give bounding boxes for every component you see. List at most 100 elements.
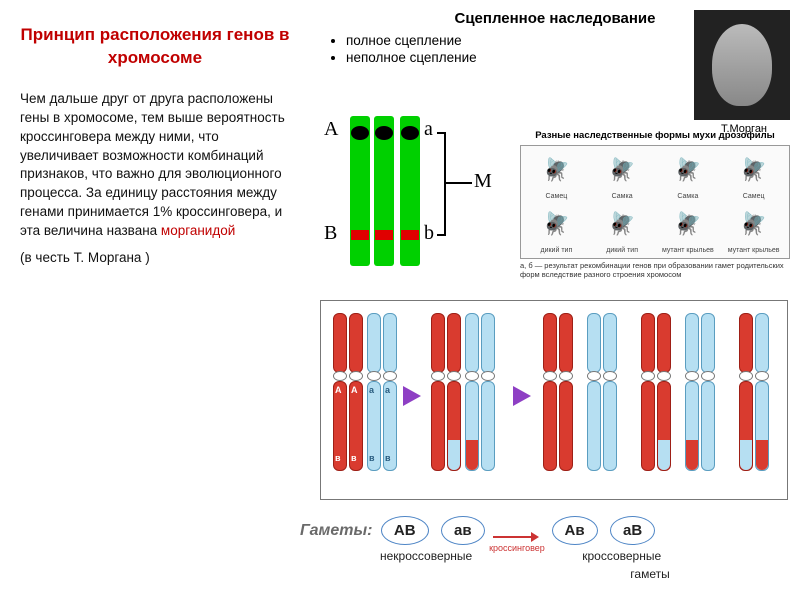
chromosome-pair xyxy=(427,313,497,483)
distance-label-M: M xyxy=(474,170,492,193)
locus-dash xyxy=(401,230,419,240)
gametes-label: Гаметы: xyxy=(300,522,372,539)
swapped-tip xyxy=(740,440,752,470)
locus-label-b: b xyxy=(424,222,434,245)
page-title: Принцип расположения генов в хромосоме xyxy=(20,24,290,70)
crossingover-panel: А А а а в в в в xyxy=(320,300,788,500)
locus-label-B: B xyxy=(324,222,337,245)
gamete-subtype: некроссоверные xyxy=(380,549,472,563)
allele-label: а xyxy=(369,385,374,395)
chromatid-arm xyxy=(447,313,461,373)
allele-label: а xyxy=(385,385,390,395)
chromatid-arm xyxy=(641,313,655,373)
fly-caption: Самец xyxy=(525,193,588,201)
locus-dot xyxy=(351,126,369,140)
fly-icon: 🪰 xyxy=(591,204,654,244)
drosophila-footnote: а, б — результат рекомбинации генов при … xyxy=(520,262,790,279)
allele-label: в xyxy=(385,453,391,463)
chromosome-pair xyxy=(637,313,673,483)
arrow-icon xyxy=(513,386,531,406)
fly-icon: 🪰 xyxy=(657,150,720,190)
term-morganid: морганидой xyxy=(161,223,235,238)
drosophila-title: Разные наследственные формы мухи дрозофи… xyxy=(520,130,790,141)
fly-caption: мутант крыльев xyxy=(722,247,785,255)
distance-bracket xyxy=(444,132,446,236)
chromatid-arm xyxy=(367,313,381,373)
locus-dash xyxy=(351,230,369,240)
swapped-tip xyxy=(466,440,478,470)
chromatid-arm xyxy=(465,313,479,373)
swapped-tip xyxy=(448,440,460,470)
fly-caption: Самец xyxy=(722,193,785,201)
chromatid-arm xyxy=(543,381,557,471)
chromatid-arm xyxy=(685,381,699,471)
allele-label: А xyxy=(335,385,342,395)
chromatid-arm xyxy=(603,313,617,373)
drosophila-panel: Разные наследственные формы мухи дрозофи… xyxy=(520,130,790,279)
chromatid-arm xyxy=(701,381,715,471)
crossover-arrow-label: кроссинговер xyxy=(489,543,545,553)
gamete-oval: аВ xyxy=(610,516,655,545)
chromosome-pair xyxy=(681,313,717,483)
fly-caption: мутант крыльев xyxy=(657,247,720,255)
chromatid-arm xyxy=(657,381,671,471)
centromere xyxy=(701,371,715,381)
centromere xyxy=(603,371,617,381)
chromosome-pair xyxy=(735,313,771,483)
fly-icon: 🪰 xyxy=(657,204,720,244)
centromere xyxy=(543,371,557,381)
chromatid-arm xyxy=(657,313,671,373)
chromosome-pair xyxy=(539,313,575,483)
chromatid-arm xyxy=(559,313,573,373)
centromere xyxy=(333,371,347,381)
fly-caption: Самка xyxy=(591,193,654,201)
centromere xyxy=(481,371,495,381)
chromatid-arm xyxy=(431,313,445,373)
chromatid-arm xyxy=(431,381,445,471)
body-pre: Чем дальше друг от друга расположены ген… xyxy=(20,91,285,238)
chromosome-pair xyxy=(583,313,619,483)
chromatid-arm xyxy=(481,381,495,471)
arrow-icon xyxy=(403,386,421,406)
portrait-block: Т.Морган xyxy=(694,10,794,135)
bracket-arm xyxy=(446,182,472,184)
chromatid-arm xyxy=(587,313,601,373)
chromatid-arm xyxy=(559,381,573,471)
chromosome-pair: А А а а в в в в xyxy=(329,313,399,483)
gamete-oval: Ав xyxy=(552,516,598,545)
chromatid-arm xyxy=(701,313,715,373)
chromatid-arm xyxy=(447,381,461,471)
chromatid-arm xyxy=(739,313,753,373)
locus-dash xyxy=(375,230,393,240)
body-post: (в честь Т. Моргана ) xyxy=(20,249,290,268)
chromatid-arm xyxy=(543,313,557,373)
centromere xyxy=(657,371,671,381)
swapped-tip xyxy=(686,440,698,470)
locus-dot xyxy=(401,126,419,140)
allele-label: в xyxy=(369,453,375,463)
drosophila-grid: 🪰 🪰 🪰 🪰 Самец Самка Самка Самец 🪰 🪰 🪰 🪰 … xyxy=(520,145,790,259)
allele-label: в xyxy=(351,453,357,463)
chromatid-arm xyxy=(383,313,397,373)
swapped-tip xyxy=(658,440,670,470)
chromatid-arm xyxy=(465,381,479,471)
chromatid-arm xyxy=(587,381,601,471)
chromatid-arm xyxy=(755,313,769,373)
locus-label-A: A xyxy=(324,118,338,141)
centromere xyxy=(431,371,445,381)
fly-icon: 🪰 xyxy=(722,150,785,190)
fly-icon: 🪰 xyxy=(722,204,785,244)
chromatid-arm xyxy=(641,381,655,471)
centromere xyxy=(685,371,699,381)
fly-caption: дикий тип xyxy=(591,247,654,255)
chromatid-arm xyxy=(349,313,363,373)
swapped-tip xyxy=(756,440,768,470)
portrait-photo xyxy=(694,10,790,120)
centromere xyxy=(755,371,769,381)
allele-label: А xyxy=(351,385,358,395)
centromere xyxy=(465,371,479,381)
centromere xyxy=(367,371,381,381)
gamete-oval: ав xyxy=(441,516,485,545)
chromosome-diagram: A a B b M xyxy=(320,110,500,280)
locus-dot xyxy=(375,126,393,140)
